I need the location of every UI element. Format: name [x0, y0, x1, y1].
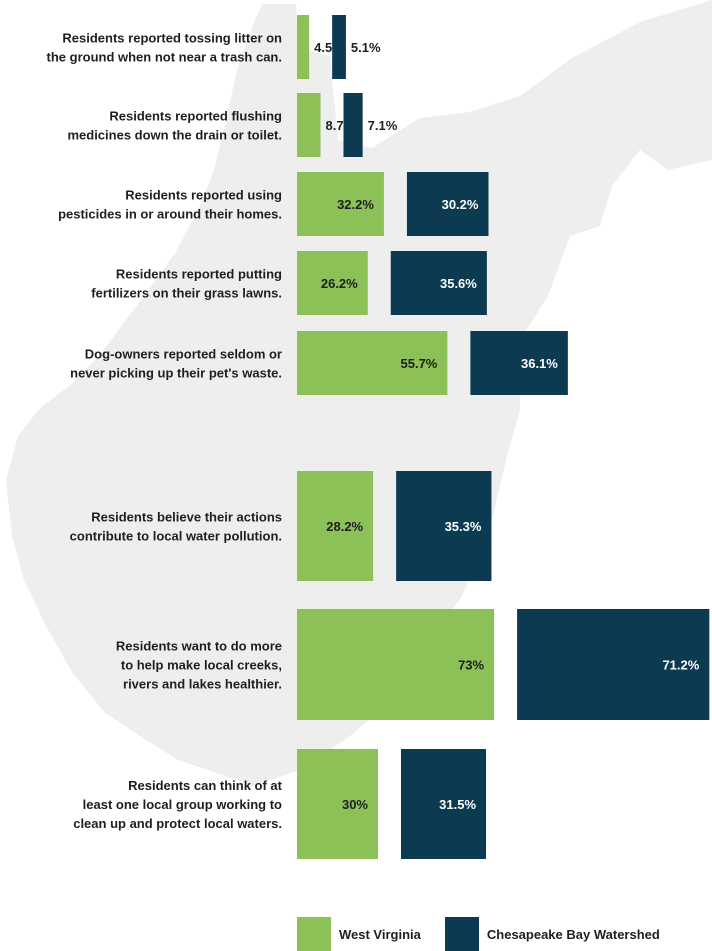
value-label-west-virginia-3: 32.2% [337, 197, 374, 212]
bar-west-virginia-7 [297, 609, 495, 720]
category-label-5-line-1: Dog-owners reported seldom or [85, 347, 282, 362]
bar-west-virginia-4 [297, 251, 368, 315]
value-label-west-virginia-8: 30% [342, 797, 368, 812]
category-label-7-line-2: to help make local creeks, [121, 658, 282, 673]
value-label-west-virginia-4: 26.2% [321, 276, 358, 291]
value-label-chesapeake-5: 36.1% [521, 356, 558, 371]
legend-label-chesapeake: Chesapeake Bay Watershed [486, 926, 660, 942]
value-label-west-virginia-6: 28.2% [326, 519, 363, 534]
legend-item-chesapeake: Chesapeake Bay Watershed [444, 917, 660, 951]
legend-swatch-west-virginia [297, 917, 331, 951]
bar-chesapeake-8 [401, 749, 487, 859]
category-label-7-line-3: rivers and lakes healthier. [123, 677, 282, 692]
bar-chesapeake-6 [396, 471, 492, 581]
category-label-8-line-1: Residents can think of at [128, 778, 283, 793]
value-label-chesapeake-7: 71.2% [662, 658, 699, 673]
value-label-west-virginia-5: 55.7% [401, 356, 438, 371]
bar-chesapeake-7 [517, 609, 710, 720]
bar-chesapeake-2 [343, 93, 363, 157]
category-label-1-line-2: the ground when not near a trash can. [47, 50, 282, 65]
category-label-6-line-2: contribute to local water pollution. [70, 529, 282, 544]
bar-west-virginia-3 [297, 172, 384, 236]
bar-chesapeake-1 [332, 15, 346, 79]
value-label-chesapeake-1: 5.1% [351, 40, 381, 55]
category-label-5-line-2: never picking up their pet's waste. [70, 366, 282, 381]
bar-west-virginia-1 [297, 15, 310, 79]
value-label-chesapeake-4: 35.6% [440, 276, 477, 291]
bar-west-virginia-5 [297, 331, 448, 395]
category-label-6-line-1: Residents believe their actions [91, 510, 282, 525]
category-label-7-line-1: Residents want to do more [116, 639, 282, 654]
bar-west-virginia-8 [297, 749, 378, 859]
category-label-1-line-1: Residents reported tossing litter on [62, 31, 282, 46]
legend-item-west-virginia: West Virginia [297, 917, 421, 951]
category-label-8-line-3: clean up and protect local waters. [73, 816, 282, 831]
value-label-chesapeake-6: 35.3% [445, 519, 482, 534]
value-label-chesapeake-8: 31.5% [439, 797, 476, 812]
category-label-4-line-1: Residents reported putting [116, 267, 282, 282]
value-label-chesapeake-2: 7.1% [368, 118, 398, 133]
category-label-4-line-2: fertilizers on their grass lawns. [91, 286, 282, 301]
category-label-2-line-2: medicines down the drain or toilet. [67, 128, 282, 143]
bar-west-virginia-2 [297, 93, 321, 157]
legend: West Virginia Chesapeake Bay Watershed [297, 917, 684, 951]
legend-label-west-virginia: West Virginia [339, 926, 421, 942]
bar-chesapeake-4 [390, 251, 487, 315]
bar-chesapeake-5 [470, 331, 568, 395]
bar-west-virginia-6 [297, 471, 374, 581]
category-label-8-line-2: least one local group working to [83, 797, 282, 812]
category-label-3-line-2: pesticides in or around their homes. [58, 207, 282, 222]
category-label-3-line-1: Residents reported using [125, 188, 282, 203]
category-label-2-line-1: Residents reported flushing [109, 109, 282, 124]
bar-chesapeake-3 [406, 172, 489, 236]
legend-swatch-chesapeake [444, 917, 479, 951]
value-label-chesapeake-3: 30.2% [442, 197, 479, 212]
value-label-west-virginia-7: 73% [458, 658, 484, 673]
